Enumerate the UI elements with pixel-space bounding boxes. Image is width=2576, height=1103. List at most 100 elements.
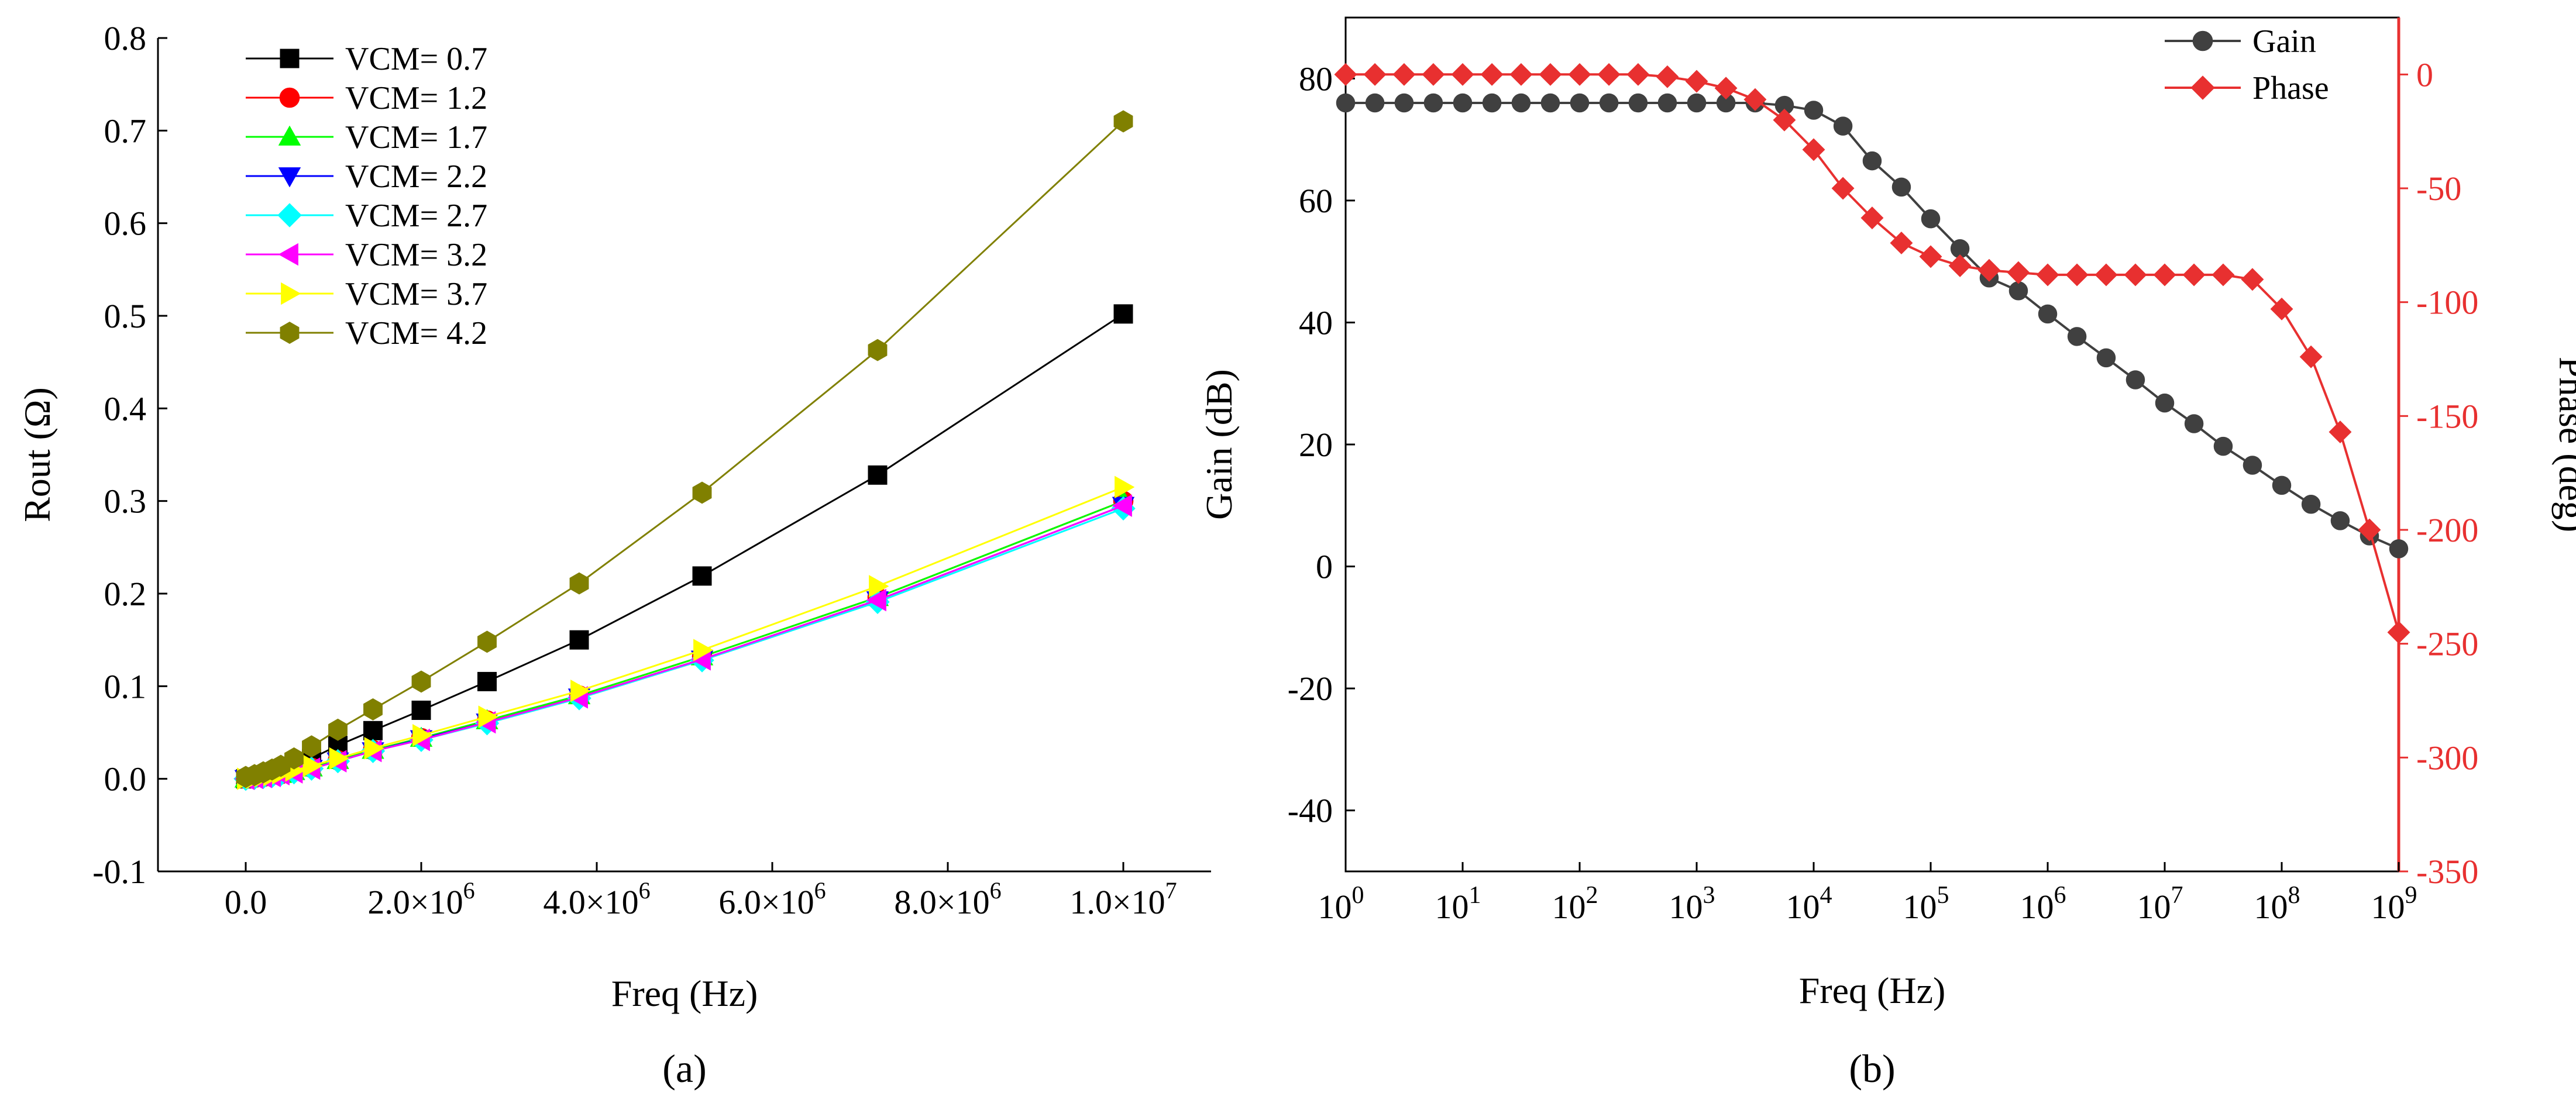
data-point <box>1363 63 1387 86</box>
x-axis-title: Freq (Hz) <box>611 973 758 1014</box>
x-tick-label-base: 10 <box>1903 888 1937 926</box>
data-point <box>1365 93 1385 113</box>
legend-entry: VCM= 4.2 <box>246 315 487 351</box>
data-point <box>2241 268 2264 291</box>
data-point <box>1511 93 1531 113</box>
x-tick-label-exponent: 6 <box>639 877 651 904</box>
series-gain <box>1336 93 2409 559</box>
x-tick-label-base: 10 <box>2020 888 2054 926</box>
legend-marker <box>280 49 300 68</box>
x-tick-label-exponent: 9 <box>2405 882 2417 909</box>
y-axis-title: Rout (Ω) <box>16 387 58 522</box>
y-tick-label: -20 <box>1288 670 1333 708</box>
data-point <box>2213 436 2233 456</box>
y-axis-title: Gain (dB) <box>1198 369 1240 520</box>
data-point <box>2153 263 2176 287</box>
x-tick-label-base: 10 <box>2137 888 2171 926</box>
x-tick-label: 105 <box>1903 882 1949 926</box>
x-tick-label: 6.0×106 <box>718 877 826 921</box>
x-tick-label-base: 10 <box>1786 888 1820 926</box>
y2-tick-label: -50 <box>2416 170 2461 208</box>
series-6 <box>237 475 1135 790</box>
y2-tick-label: 0 <box>2416 56 2433 94</box>
y-tick-label: 20 <box>1299 426 1333 464</box>
chart-panel-a: -0.1 0.0 0.1 0.2 0.3 0.4 0.5 0.6 0.7 0.8 0.0 2.0×10… <box>16 19 1211 1091</box>
x-tick-label-base: 10 <box>1552 888 1586 926</box>
legend-marker <box>277 203 302 228</box>
data-point <box>477 630 497 653</box>
y-tick-label: -40 <box>1288 792 1333 830</box>
data-point <box>1540 93 1560 113</box>
data-point <box>1112 494 1132 517</box>
x-tick-label-base: 10 <box>1669 888 1703 926</box>
legend-label: VCM= 3.7 <box>345 276 487 312</box>
x-tick-label-base: 10 <box>2254 888 2288 926</box>
x-tick-label-exponent: 7 <box>2171 882 2183 909</box>
x-tick-label-base: 10 <box>1435 888 1469 926</box>
data-point <box>302 735 321 758</box>
legend-label: VCM= 1.7 <box>345 119 487 156</box>
data-point <box>1451 63 1474 86</box>
data-point <box>1509 63 1533 86</box>
x-tick-label-base: 10 <box>2371 888 2405 926</box>
legend-entry: VCM= 3.2 <box>246 237 487 273</box>
data-point <box>1453 93 1473 113</box>
legend-label: VCM= 1.2 <box>345 80 487 116</box>
data-point <box>1657 93 1677 113</box>
data-point <box>2007 261 2030 284</box>
data-point <box>2182 263 2206 287</box>
data-point <box>1685 70 1708 93</box>
data-point <box>1773 108 1796 132</box>
data-point <box>2330 511 2350 530</box>
series-7 <box>236 110 1133 788</box>
x-tick-label: 107 <box>2137 882 2183 926</box>
data-point <box>1802 138 1825 161</box>
data-point <box>693 639 714 661</box>
legend-marker <box>280 322 300 344</box>
data-point <box>329 747 349 770</box>
data-point <box>2243 456 2262 475</box>
data-point <box>1919 245 1942 268</box>
data-point <box>569 630 589 650</box>
x-tick-label: 106 <box>2020 882 2066 926</box>
data-point <box>411 670 431 693</box>
data-point <box>1392 63 1416 86</box>
data-point <box>2272 475 2292 495</box>
data-point <box>2329 420 2352 444</box>
data-point <box>1422 63 1445 86</box>
x-tick-label-base: 10 <box>1318 888 1352 926</box>
legend-marker <box>278 167 301 188</box>
data-point <box>1599 93 1619 113</box>
data-point <box>2124 263 2147 287</box>
data-point <box>1714 77 1738 100</box>
x-tick-label: 1.0×107 <box>1069 877 1177 921</box>
y2-tick-label: -200 <box>2416 511 2478 549</box>
x-tick-label-exponent: 5 <box>1937 882 1949 909</box>
data-point <box>2299 345 2323 368</box>
x-tick-label: 103 <box>1669 882 1715 926</box>
data-point <box>1597 63 1621 86</box>
data-point <box>569 572 589 595</box>
x-tick-label: 8.0×106 <box>894 877 1001 921</box>
data-point <box>1570 93 1590 113</box>
legend-marker <box>278 125 301 146</box>
data-point <box>1336 93 1356 113</box>
x-tick-label: 100 <box>1318 882 1364 926</box>
data-point <box>2212 263 2235 287</box>
data-point <box>2184 414 2204 433</box>
legend-marker <box>281 282 301 305</box>
data-point <box>2389 539 2409 559</box>
data-point <box>2036 263 2059 287</box>
x-tick-label-exponent: 3 <box>1703 882 1715 909</box>
x-axis-title: Freq (Hz) <box>1799 970 1946 1011</box>
data-point <box>1626 63 1650 86</box>
x-tick-label-exponent: 2 <box>1586 882 1598 909</box>
data-point <box>412 723 433 747</box>
data-point <box>1113 304 1133 324</box>
data-point <box>411 701 431 720</box>
y-tick-label: 0.3 <box>104 482 147 521</box>
x-tick-label-base: 8.0×10 <box>894 883 989 921</box>
y-tick-label: 80 <box>1299 60 1333 98</box>
data-point <box>1539 63 1562 86</box>
